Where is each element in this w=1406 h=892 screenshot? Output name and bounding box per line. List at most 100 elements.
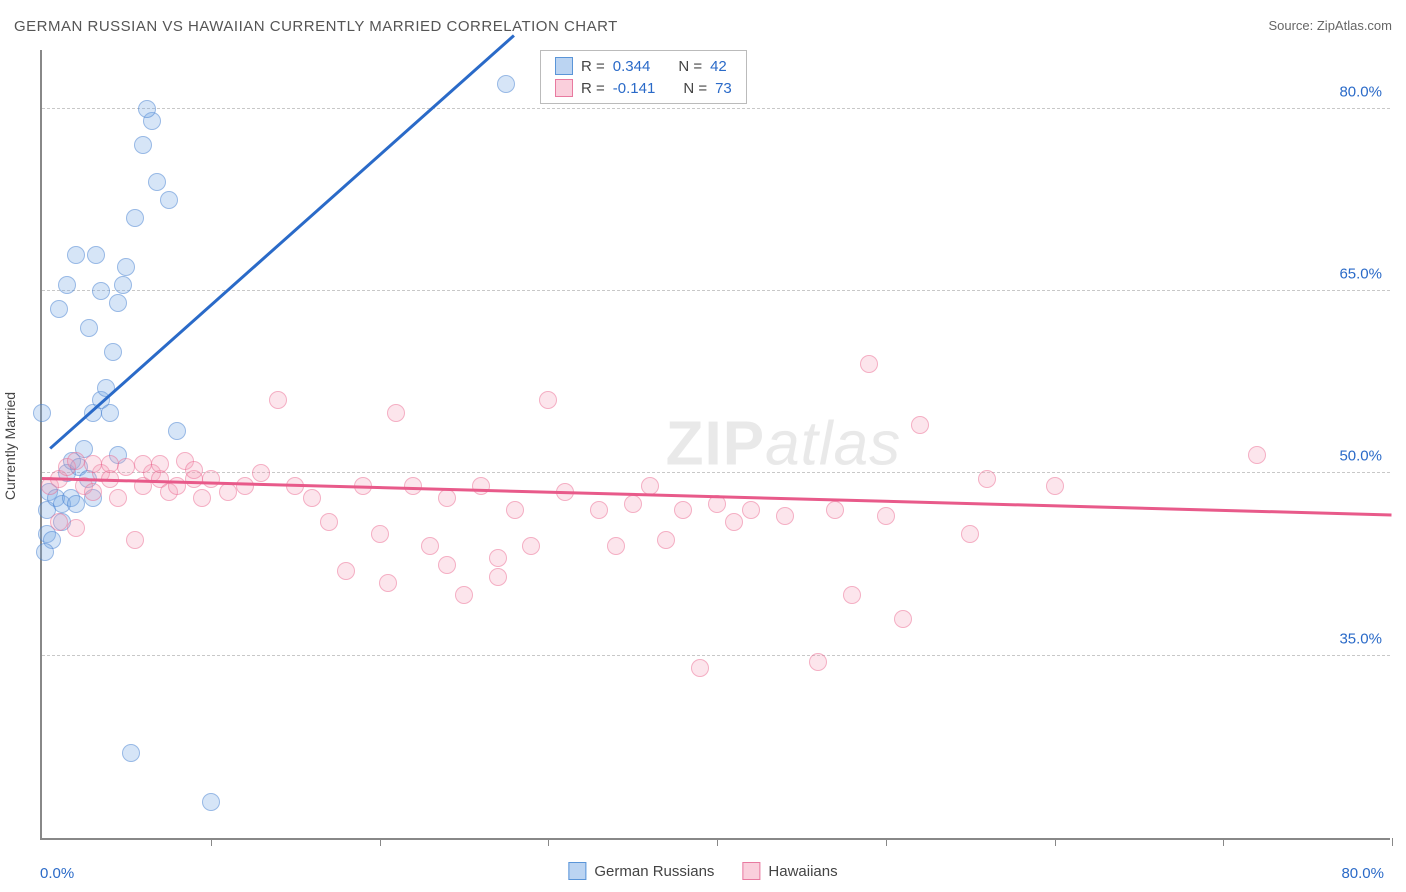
- data-point: [826, 501, 844, 519]
- data-point: [438, 556, 456, 574]
- data-point: [148, 173, 166, 191]
- data-point: [657, 531, 675, 549]
- x-tick-mark: [886, 838, 887, 846]
- data-point: [691, 659, 709, 677]
- data-point: [961, 525, 979, 543]
- data-point: [117, 458, 135, 476]
- y-tick-label: 80.0%: [1339, 83, 1382, 100]
- data-point: [122, 744, 140, 762]
- data-point: [978, 470, 996, 488]
- data-point: [97, 379, 115, 397]
- legend-swatch-icon: [555, 79, 573, 97]
- x-tick-mark: [1223, 838, 1224, 846]
- data-point: [455, 586, 473, 604]
- data-point: [160, 191, 178, 209]
- data-point: [624, 495, 642, 513]
- y-tick-label: 65.0%: [1339, 266, 1382, 283]
- data-point: [877, 507, 895, 525]
- x-tick-mark: [211, 838, 212, 846]
- data-point: [725, 513, 743, 531]
- data-point: [117, 258, 135, 276]
- data-point: [894, 610, 912, 628]
- data-point: [193, 489, 211, 507]
- data-point: [641, 477, 659, 495]
- y-tick-label: 35.0%: [1339, 630, 1382, 647]
- data-point: [303, 489, 321, 507]
- legend-swatch-icon: [568, 862, 586, 880]
- data-point: [590, 501, 608, 519]
- data-point: [134, 455, 152, 473]
- data-point: [497, 75, 515, 93]
- trend-line: [50, 34, 516, 449]
- data-point: [379, 574, 397, 592]
- data-point: [320, 513, 338, 531]
- data-point: [50, 300, 68, 318]
- x-tick-mark: [380, 838, 381, 846]
- data-point: [168, 422, 186, 440]
- data-point: [84, 483, 102, 501]
- legend-swatch-icon: [555, 57, 573, 75]
- legend-r-value: -0.141: [613, 80, 656, 97]
- legend-row: R = 0.344N = 42: [555, 57, 732, 75]
- data-point: [371, 525, 389, 543]
- data-point: [92, 282, 110, 300]
- data-point: [33, 404, 51, 422]
- data-point: [843, 586, 861, 604]
- data-point: [1046, 477, 1064, 495]
- data-point: [50, 513, 68, 531]
- legend-swatch-icon: [742, 862, 760, 880]
- data-point: [522, 537, 540, 555]
- data-point: [911, 416, 929, 434]
- data-point: [674, 501, 692, 519]
- data-point: [84, 455, 102, 473]
- legend-series-label: German Russians: [594, 863, 714, 880]
- data-point: [489, 568, 507, 586]
- data-point: [472, 477, 490, 495]
- data-point: [151, 455, 169, 473]
- legend-n-value: 73: [715, 80, 732, 97]
- data-point: [126, 209, 144, 227]
- data-point: [236, 477, 254, 495]
- data-point: [421, 537, 439, 555]
- data-point: [742, 501, 760, 519]
- data-point: [387, 404, 405, 422]
- data-point: [104, 343, 122, 361]
- data-point: [252, 464, 270, 482]
- data-point: [607, 537, 625, 555]
- y-tick-label: 50.0%: [1339, 448, 1382, 465]
- data-point: [58, 276, 76, 294]
- source-label: Source:: [1268, 18, 1316, 33]
- x-tick-mark: [717, 838, 718, 846]
- data-point: [134, 136, 152, 154]
- data-point: [809, 653, 827, 671]
- data-point: [126, 531, 144, 549]
- data-point: [506, 501, 524, 519]
- watermark: ZIPatlas: [666, 409, 901, 480]
- legend-series-item: Hawaiians: [742, 862, 837, 880]
- x-axis-tick-start: 0.0%: [40, 865, 74, 882]
- legend-n-value: 42: [710, 58, 727, 75]
- data-point: [539, 391, 557, 409]
- data-point: [109, 294, 127, 312]
- data-point: [67, 495, 85, 513]
- gridline: [42, 472, 1390, 473]
- data-point: [776, 507, 794, 525]
- x-tick-mark: [1055, 838, 1056, 846]
- watermark-zip: ZIP: [666, 410, 765, 479]
- chart-title: GERMAN RUSSIAN VS HAWAIIAN CURRENTLY MAR…: [14, 18, 618, 35]
- data-point: [67, 452, 85, 470]
- correlation-legend: R = 0.344N = 42 R = -0.141N = 73: [540, 50, 747, 104]
- data-point: [489, 549, 507, 567]
- source-attribution: Source: ZipAtlas.com: [1268, 18, 1392, 33]
- legend-row: R = -0.141N = 73: [555, 79, 732, 97]
- data-point: [219, 483, 237, 501]
- legend-series-item: German Russians: [568, 862, 714, 880]
- data-point: [80, 319, 98, 337]
- source-name: ZipAtlas.com: [1317, 18, 1392, 33]
- data-point: [202, 470, 220, 488]
- series-legend: German Russians Hawaiians: [568, 862, 837, 880]
- data-point: [860, 355, 878, 373]
- data-point: [87, 246, 105, 264]
- data-point: [1248, 446, 1266, 464]
- x-axis-tick-end: 80.0%: [1341, 865, 1384, 882]
